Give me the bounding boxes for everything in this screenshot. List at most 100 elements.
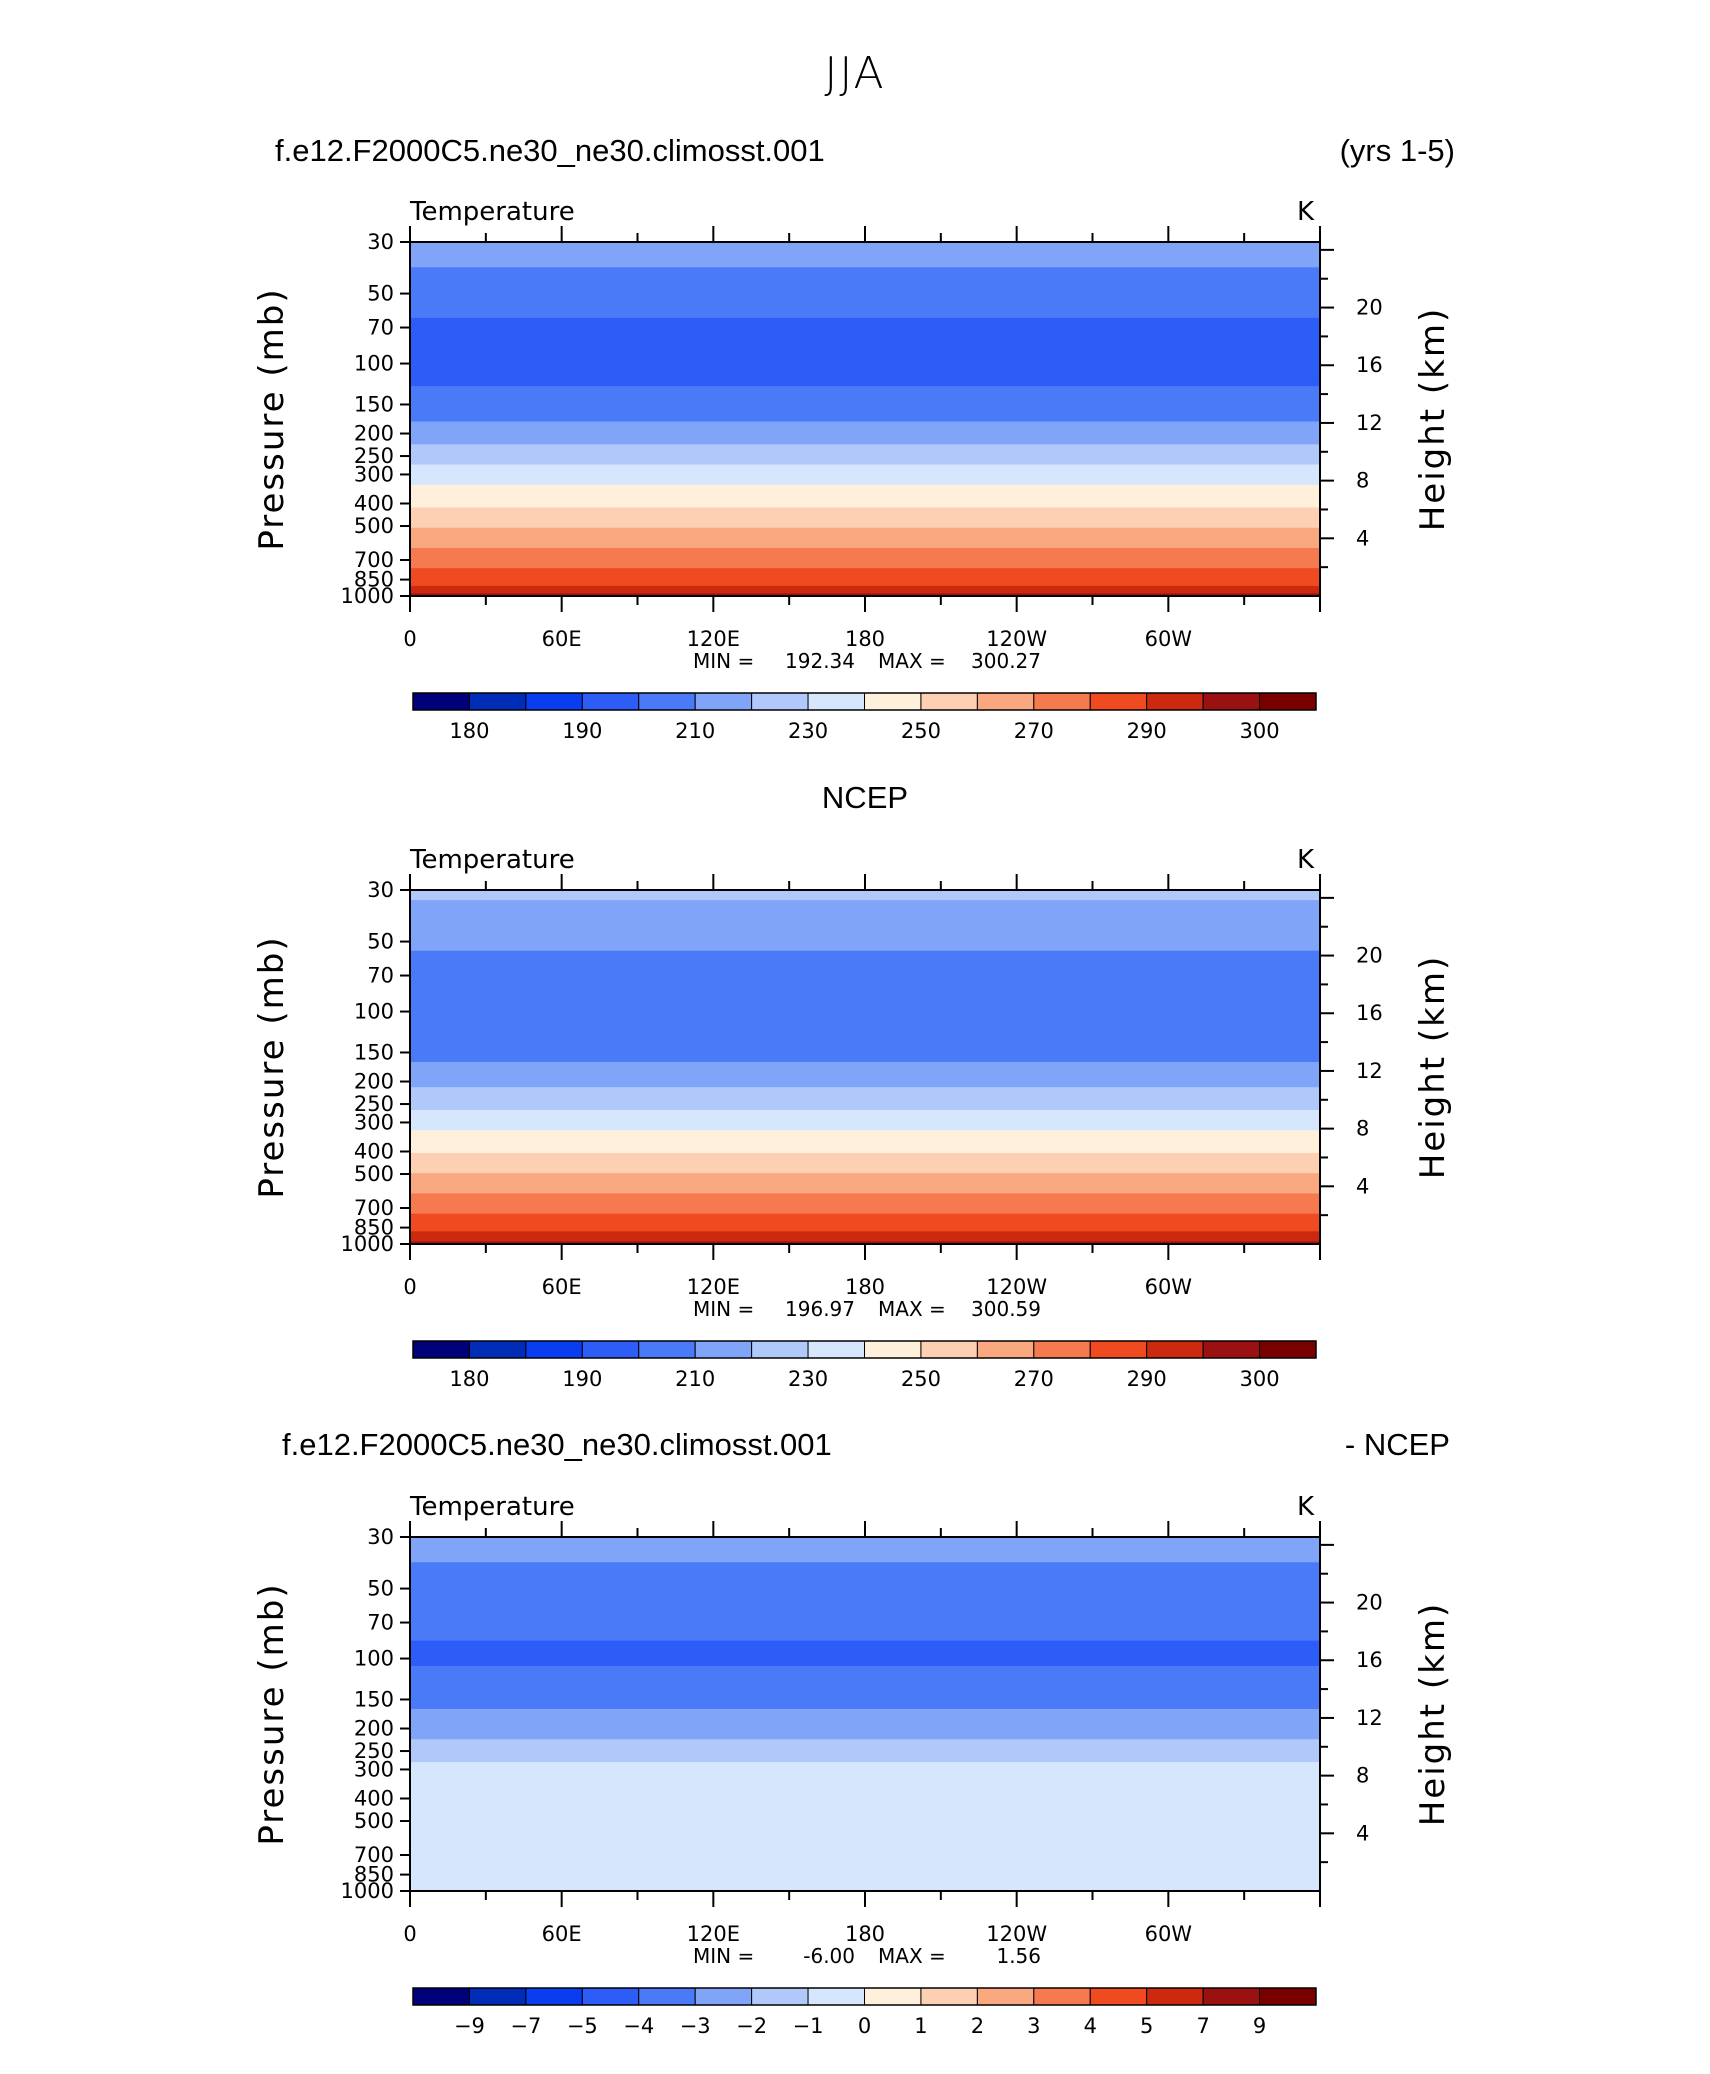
contour-band [410, 1122, 1320, 1126]
contour-band [410, 1860, 1320, 1864]
contour-band [410, 1769, 1320, 1773]
x-tick-label: 0 [403, 627, 416, 651]
contour-band [410, 895, 1320, 899]
contour-band [410, 1092, 1320, 1096]
contour-band [410, 1681, 1320, 1685]
contour-band [410, 1195, 1320, 1200]
contour-band [410, 1120, 1320, 1124]
units-label: K [1297, 845, 1315, 875]
min-label: MIN = [693, 649, 754, 673]
contour-band [410, 1870, 1320, 1874]
y-tick-label-height: 8 [1356, 469, 1369, 493]
colorbar-box [525, 1987, 583, 2006]
contour-band [410, 1537, 1320, 1541]
contour-band [410, 981, 1320, 985]
colorbar-label: 270 [1014, 1367, 1054, 1388]
contour-band [410, 1762, 1320, 1766]
contour-band [410, 487, 1320, 491]
contour-band [410, 1822, 1320, 1826]
contour-band [410, 1013, 1320, 1018]
contour-band [410, 1059, 1320, 1063]
panel-2-title-center: NCEP [821, 780, 909, 815]
contour-band [410, 938, 1320, 942]
colorbar-box [807, 1987, 865, 2006]
contour-band [410, 900, 1320, 904]
contour-band [410, 1772, 1320, 1776]
contour-band [410, 376, 1320, 380]
contour-band [410, 1696, 1320, 1700]
contour-band [410, 1620, 1320, 1624]
contour-band [410, 1600, 1320, 1604]
y-tick-label-pressure: 200 [354, 1717, 394, 1741]
contour-band [410, 1865, 1320, 1869]
colorbar-box [920, 692, 978, 711]
contour-band [410, 1708, 1320, 1713]
contour-band [410, 474, 1320, 478]
contour-band [410, 568, 1320, 572]
colorbar-box [525, 692, 583, 711]
contour-band [410, 1655, 1320, 1659]
y-tick-label-pressure: 30 [367, 230, 394, 254]
contour-band [410, 1686, 1320, 1690]
colorbar-label: 3 [1027, 2014, 1040, 2035]
y-tick-label-pressure: 30 [367, 1525, 394, 1549]
y-axis-label-left: Pressure (mb) [252, 287, 292, 550]
contour-band [410, 1848, 1320, 1852]
contour-band [410, 1044, 1320, 1048]
contour-band [410, 388, 1320, 392]
colorbar-box [864, 692, 922, 711]
contour-band [410, 1084, 1320, 1088]
units-label: K [1297, 1492, 1315, 1522]
x-tick-label: 120W [986, 627, 1047, 651]
contour-band [410, 1021, 1320, 1025]
contour-band [410, 1853, 1320, 1857]
colorbar-box [638, 692, 696, 711]
contour-band [410, 1643, 1320, 1647]
contour-band [410, 383, 1320, 387]
contour-band [410, 940, 1320, 944]
colorbar-label: −9 [454, 2014, 485, 2035]
contour-band [410, 1231, 1320, 1235]
y-tick-label-pressure: 1000 [341, 584, 394, 608]
contour-band [410, 1183, 1320, 1187]
contour-band [410, 1201, 1320, 1205]
contour-band [410, 411, 1320, 415]
colorbar-box [638, 1340, 696, 1359]
contour-band [410, 1610, 1320, 1614]
colorbar-box [1259, 1340, 1317, 1359]
contour-band [410, 1807, 1320, 1811]
contour-band [410, 1539, 1320, 1543]
contour-band [410, 472, 1320, 476]
contour-band [410, 1074, 1320, 1078]
contour-band [410, 1810, 1320, 1814]
contour-band [410, 1724, 1320, 1728]
colorbar-label: 300 [1240, 1367, 1280, 1388]
y-tick-label-height: 12 [1356, 1059, 1383, 1083]
colorbar-label: 250 [901, 1367, 941, 1388]
contour-band [410, 1547, 1320, 1551]
colorbar-label: 250 [901, 719, 941, 740]
y-tick-label-pressure: 250 [354, 1739, 394, 1763]
colorbar-label: −3 [680, 2014, 711, 2035]
contour-band [410, 1158, 1320, 1162]
contour-band [410, 1135, 1320, 1139]
contour-band [410, 1820, 1320, 1824]
contour-band [410, 1650, 1320, 1654]
colorbar-box [694, 1340, 753, 1359]
contour-band [410, 1112, 1320, 1116]
contour-band [410, 1837, 1320, 1842]
contour-band [410, 1815, 1320, 1819]
contour-band [410, 350, 1320, 354]
y-tick-label-pressure: 300 [354, 1110, 394, 1134]
colorbar-label: 7 [1196, 2014, 1209, 2035]
contour-band [410, 1612, 1320, 1616]
contour-band [410, 1633, 1320, 1637]
contour-band [410, 1648, 1320, 1652]
contour-band [410, 1668, 1320, 1672]
x-tick-label: 120W [986, 1275, 1047, 1299]
colorbar-box [1033, 1987, 1091, 2006]
contour-band [410, 927, 1320, 932]
contour-band [410, 451, 1320, 455]
x-tick-label: 120E [687, 1922, 740, 1946]
max-label: MAX = [878, 649, 946, 673]
